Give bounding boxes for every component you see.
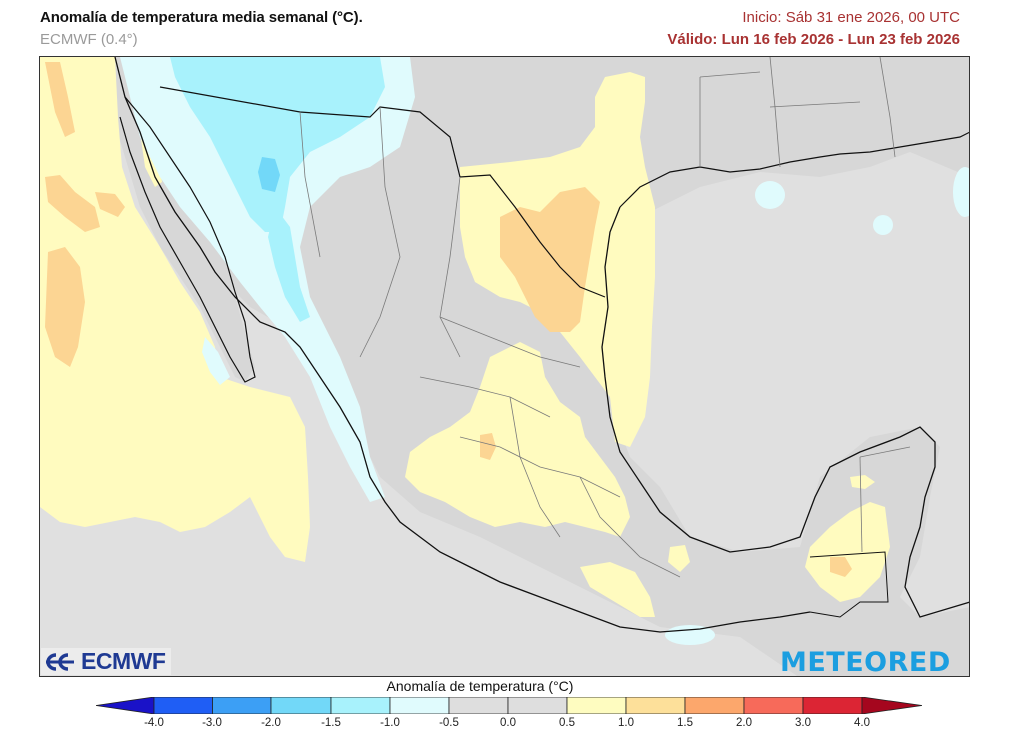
colorbar-tick: -1.0	[380, 717, 400, 729]
colorbar-tick: -3.0	[202, 717, 222, 729]
anomaly-map	[39, 56, 970, 677]
guatemala-border	[809, 551, 889, 618]
colorbar-tick: 4.0	[854, 717, 870, 729]
chart-title: Anomalía de temperatura media semanal (°…	[40, 9, 363, 26]
zone-nw-cool-mid-2	[268, 207, 310, 322]
zone-pacific-orange-4	[45, 247, 85, 367]
meteored-logo: METEORED	[780, 647, 951, 678]
colorbar-tick: 0.0	[500, 717, 516, 729]
coastline-us-gulf	[619, 131, 969, 208]
zone-nw-cool-mid	[170, 57, 385, 232]
legend-title: Anomalía de temperatura (°C)	[386, 678, 574, 694]
zone-pacific-cool-south	[665, 625, 715, 645]
zone-pacific-orange-2	[45, 175, 100, 232]
colorbar	[96, 697, 922, 714]
zone-yucatan-north	[850, 475, 875, 489]
colorbar-tick: -1.5	[321, 717, 341, 729]
colorbar-tick: 2.0	[736, 717, 752, 729]
zone-south-warm	[580, 562, 655, 617]
zone-pacific-warm	[40, 57, 310, 562]
zone-gulf-cool-2	[873, 215, 893, 235]
zone-yucatan-orange	[830, 557, 852, 577]
zone-pacific-orange-3	[95, 192, 125, 217]
zone-nw-cool-light	[120, 57, 415, 502]
colorbar-tick: 1.5	[677, 717, 693, 729]
colorbar-tick: 3.0	[795, 717, 811, 729]
ecmwf-logo-text: ECMWF	[81, 648, 166, 674]
ecmwf-logo-icon	[46, 652, 74, 671]
model-label: ECMWF (0.4°)	[40, 31, 138, 48]
valid-range: Válido: Lun 16 feb 2026 - Lun 23 feb 202…	[667, 31, 960, 48]
state-borders	[299, 57, 911, 578]
coastline-baja	[119, 96, 256, 383]
zone-gulf-cool-1	[755, 181, 785, 209]
ecmwf-logo: ECMWF	[41, 648, 172, 675]
zone-nw-cool-dark	[258, 157, 280, 192]
coastline	[114, 57, 811, 633]
zone-gulf-cal-cool	[202, 337, 230, 385]
colorbar-tick: 0.5	[559, 717, 575, 729]
coastline-gulf	[601, 206, 969, 618]
colorbar-tick: -2.0	[261, 717, 281, 729]
map-canvas	[40, 57, 969, 676]
zone-central-orange	[480, 433, 496, 460]
zone-pacific-orange-1	[45, 62, 75, 137]
zone-atlantic-cool	[953, 167, 969, 217]
init-date: Inicio: Sáb 31 ene 2026, 00 UTC	[742, 9, 960, 26]
zone-veracruz-warm	[668, 545, 690, 572]
zone-ne-warm-orange	[500, 187, 600, 332]
colorbar-tick: 1.0	[618, 717, 634, 729]
zone-central-warm	[405, 342, 630, 537]
colorbar-tick: -4.0	[144, 717, 164, 729]
colorbar-tick: -0.5	[439, 717, 459, 729]
zone-yucatan-warm	[805, 502, 890, 602]
